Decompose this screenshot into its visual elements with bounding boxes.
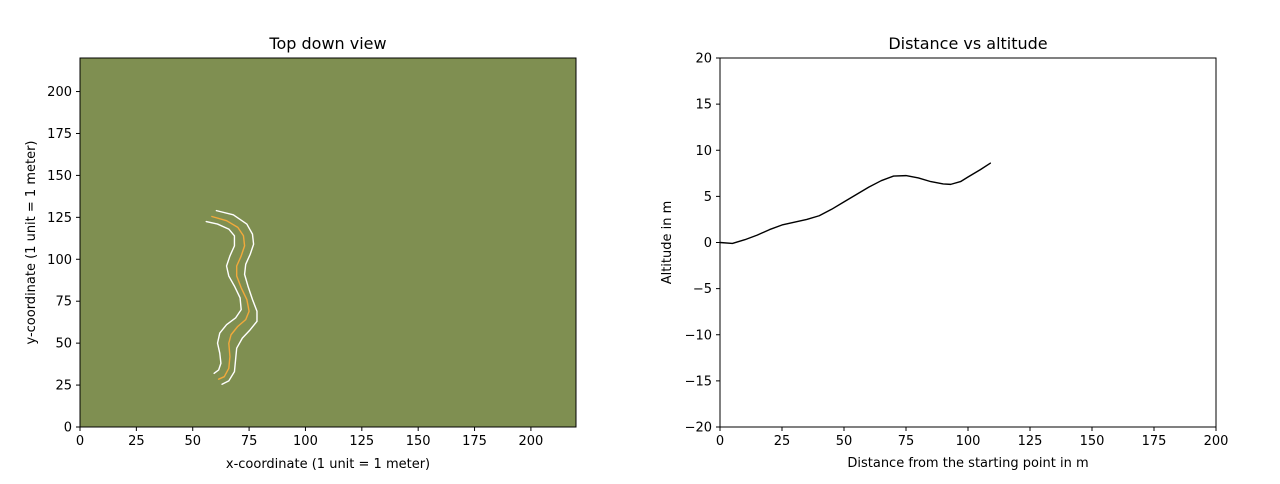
chart-top-down-view: 0 25 50 75 100 125 150 175 200 0 25 50 75 100 125 150 17… (24, 34, 577, 472)
x-tick-label: 0 (76, 434, 84, 449)
plot-marks (205, 209, 258, 385)
y-tick-label: 10 (695, 144, 712, 159)
y-tick-label: 0 (64, 421, 72, 436)
y-tick-label: −5 (693, 282, 712, 297)
y-tick-label: −15 (685, 374, 712, 389)
chart-distance-vs-altitude: 0 25 50 75 100 125 150 175 200 −20 −15 −10 −5 0 5 10 15 2… (660, 34, 1228, 471)
x-tick-label: 50 (184, 434, 201, 449)
y-tick-label: 125 (47, 211, 72, 226)
y-tick-label: 200 (47, 85, 72, 100)
y-tick-label: 20 (695, 52, 712, 67)
x-tick-label: 200 (518, 434, 543, 449)
x-tick-label: 125 (349, 434, 374, 449)
series-line-1 (205, 220, 242, 375)
plot-area-background (720, 58, 1216, 427)
x-tick-label: 125 (1018, 434, 1043, 449)
x-tick-label: 150 (1080, 434, 1105, 449)
y-tick-label: 25 (55, 379, 72, 394)
y-tick-label: 75 (55, 295, 72, 310)
x-tick-label: 0 (716, 434, 724, 449)
x-tick-label: 50 (836, 434, 853, 449)
axis-ticks: 0 25 50 75 100 125 150 175 200 −20 −15 −10 −5 0 5 10 15 2… (685, 52, 1229, 450)
x-tick-label: 100 (956, 434, 981, 449)
axis-ticks: 0 25 50 75 100 125 150 175 200 0 25 50 75 100 125 150 17… (47, 85, 543, 449)
chart-title: Top down view (268, 34, 386, 53)
chart-title: Distance vs altitude (888, 34, 1047, 53)
x-tick-label: 100 (293, 434, 318, 449)
y-tick-label: 5 (704, 190, 712, 205)
x-axis-label: x-coordinate (1 unit = 1 meter) (226, 457, 430, 472)
series-line-3 (215, 209, 258, 385)
y-tick-label: 15 (695, 98, 712, 113)
x-tick-label: 25 (774, 434, 791, 449)
y-tick-label: 150 (47, 169, 72, 184)
plot-marks (719, 162, 992, 245)
x-tick-label: 25 (128, 434, 145, 449)
y-tick-label: −10 (685, 328, 712, 343)
series-line-1 (719, 162, 992, 245)
x-tick-label: 175 (462, 434, 487, 449)
y-axis-label: y-coordinate (1 unit = 1 meter) (24, 140, 39, 344)
series-line-2 (211, 215, 250, 380)
y-tick-label: 50 (55, 337, 72, 352)
x-axis-label: Distance from the starting point in m (847, 456, 1088, 471)
x-tick-label: 75 (241, 434, 258, 449)
y-tick-label: 0 (704, 236, 712, 251)
x-tick-label: 200 (1204, 434, 1229, 449)
y-tick-label: 100 (47, 253, 72, 268)
y-tick-label: −20 (685, 421, 712, 436)
x-tick-label: 150 (406, 434, 431, 449)
plot-area-background (80, 58, 576, 427)
y-axis-label: Altitude in m (660, 201, 675, 285)
x-tick-label: 175 (1142, 434, 1167, 449)
y-tick-label: 175 (47, 127, 72, 142)
plot-frame (79, 57, 577, 428)
x-tick-label: 75 (898, 434, 915, 449)
